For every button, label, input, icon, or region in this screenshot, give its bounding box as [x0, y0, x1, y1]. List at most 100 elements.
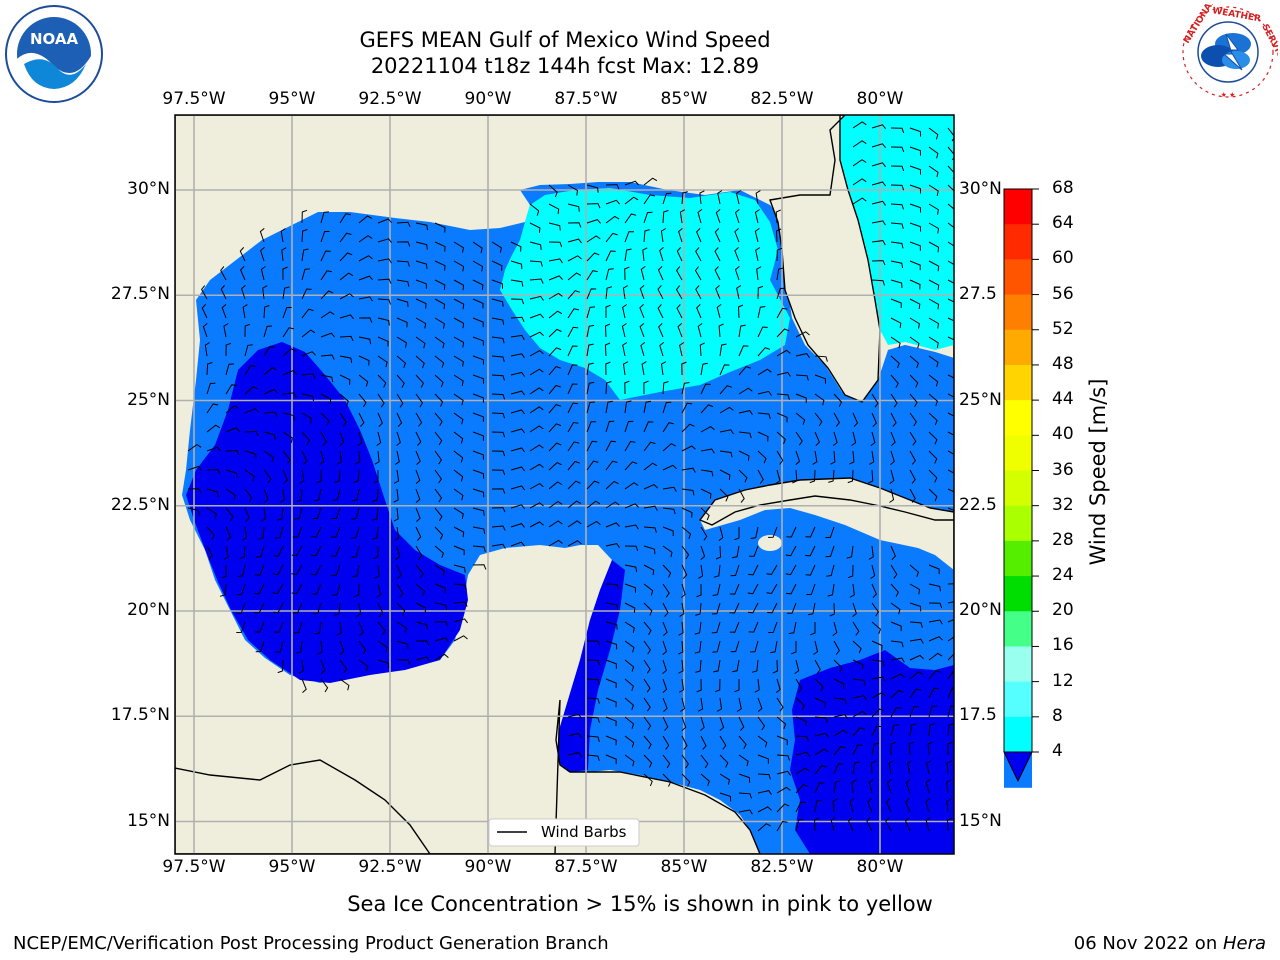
wind-barb: [700, 448, 715, 454]
wind-barb: [586, 184, 599, 193]
wind-barb: [825, 545, 835, 558]
lat-tick-left: 20°N: [127, 600, 170, 620]
wind-barb: [301, 412, 313, 424]
wind-barb: [905, 779, 911, 794]
wind-barb: [396, 583, 404, 598]
wind-barb: [510, 371, 526, 377]
wind-barb: [928, 564, 940, 575]
wind-barb: [472, 488, 485, 498]
wind-barb: [946, 798, 952, 813]
wind-barb: [643, 441, 656, 452]
wind-barb: [339, 335, 354, 342]
wind-barb: [776, 735, 788, 746]
wind-barb: [396, 431, 401, 446]
wind-barb: [622, 304, 628, 319]
wind-barb: [947, 618, 954, 623]
wind-barb: [833, 729, 848, 737]
wind-barb: [871, 583, 877, 598]
wind-barb: [812, 450, 818, 465]
wind-barb: [925, 779, 931, 794]
wind-barb: [700, 754, 709, 769]
wind-barb: [867, 469, 874, 484]
wind-barb: [491, 469, 506, 476]
wind-barb: [491, 241, 502, 253]
wind-barb: [681, 754, 690, 769]
wind-barb: [947, 203, 954, 210]
wind-barb: [472, 412, 484, 422]
wind-barb: [640, 265, 646, 281]
wind-barb: [320, 354, 335, 360]
wind-barb: [276, 507, 284, 521]
wind-barb: [700, 469, 714, 477]
wind-barb: [890, 279, 903, 289]
wind-barb: [301, 268, 310, 281]
wind-barb: [351, 545, 360, 558]
wind-barb: [776, 770, 792, 776]
wind-barb: [396, 602, 406, 616]
wind-barb: [586, 520, 601, 528]
wind-barb: [371, 507, 379, 521]
wind-barb: [757, 390, 772, 396]
wind-barb: [396, 241, 411, 247]
wind-barb: [622, 342, 628, 357]
wind-barb: [928, 450, 938, 464]
wind-barb: [548, 347, 562, 357]
wind-barb: [947, 184, 954, 198]
wind-barb: [909, 260, 921, 271]
wind-barb: [659, 247, 664, 262]
wind-barb: [928, 602, 943, 609]
wind-barb: [472, 431, 484, 441]
wind-barb: [472, 507, 485, 516]
wind-barb: [928, 619, 943, 625]
wind-barb: [696, 228, 702, 243]
colorbar-tick-label: 12: [1052, 670, 1074, 691]
wind-barbs: [187, 121, 954, 832]
lon-tick-bottom: 87.5°W: [554, 857, 618, 877]
wind-barb: [662, 602, 669, 617]
wind-barb: [241, 526, 248, 541]
wind-barb: [814, 431, 820, 446]
wind-barb: [624, 754, 635, 767]
wind-barb: [738, 387, 753, 395]
wind-barb: [529, 463, 544, 471]
wind-barb: [681, 526, 692, 539]
wind-barb: [434, 393, 444, 407]
wind-barb: [605, 754, 617, 765]
wind-barb: [675, 285, 683, 300]
wind-barb: [852, 761, 860, 775]
wind-barb: [928, 431, 938, 445]
wind-barb: [280, 228, 286, 243]
wind-barb: [272, 583, 284, 595]
wind-barb: [624, 461, 638, 471]
wind-barb: [586, 500, 601, 509]
colorbar-segment: [1004, 505, 1032, 542]
wind-barb: [187, 507, 200, 516]
wind-barb: [767, 602, 778, 614]
wind-barb: [643, 564, 655, 576]
wind-barb: [415, 355, 425, 369]
wind-barb: [434, 431, 443, 446]
wind-barb: [795, 735, 809, 742]
wind-barb: [711, 602, 721, 615]
wind-barb: [586, 401, 596, 414]
wind-barb: [206, 446, 221, 452]
wind-barb: [694, 640, 702, 654]
wind-barb: [890, 317, 902, 329]
wind-barb: [947, 317, 954, 322]
wind-barb: [434, 621, 449, 627]
wind-barb: [890, 355, 900, 369]
colorbar-segment: [1004, 540, 1032, 577]
wind-barb: [697, 323, 703, 338]
wind-barb: [719, 429, 734, 435]
wind-barb: [529, 425, 544, 433]
wind-barb: [928, 241, 940, 253]
wind-barb: [244, 344, 253, 357]
wind-barb: [254, 621, 265, 633]
wind-barb: [738, 366, 751, 376]
lat-tick-right: 17.5: [959, 705, 997, 726]
wind-barb: [272, 564, 284, 576]
lon-tick-bottom: 90°W: [464, 857, 512, 877]
wind-barb: [491, 374, 505, 381]
wind-barb: [586, 716, 600, 723]
wind-barb: [757, 773, 771, 780]
